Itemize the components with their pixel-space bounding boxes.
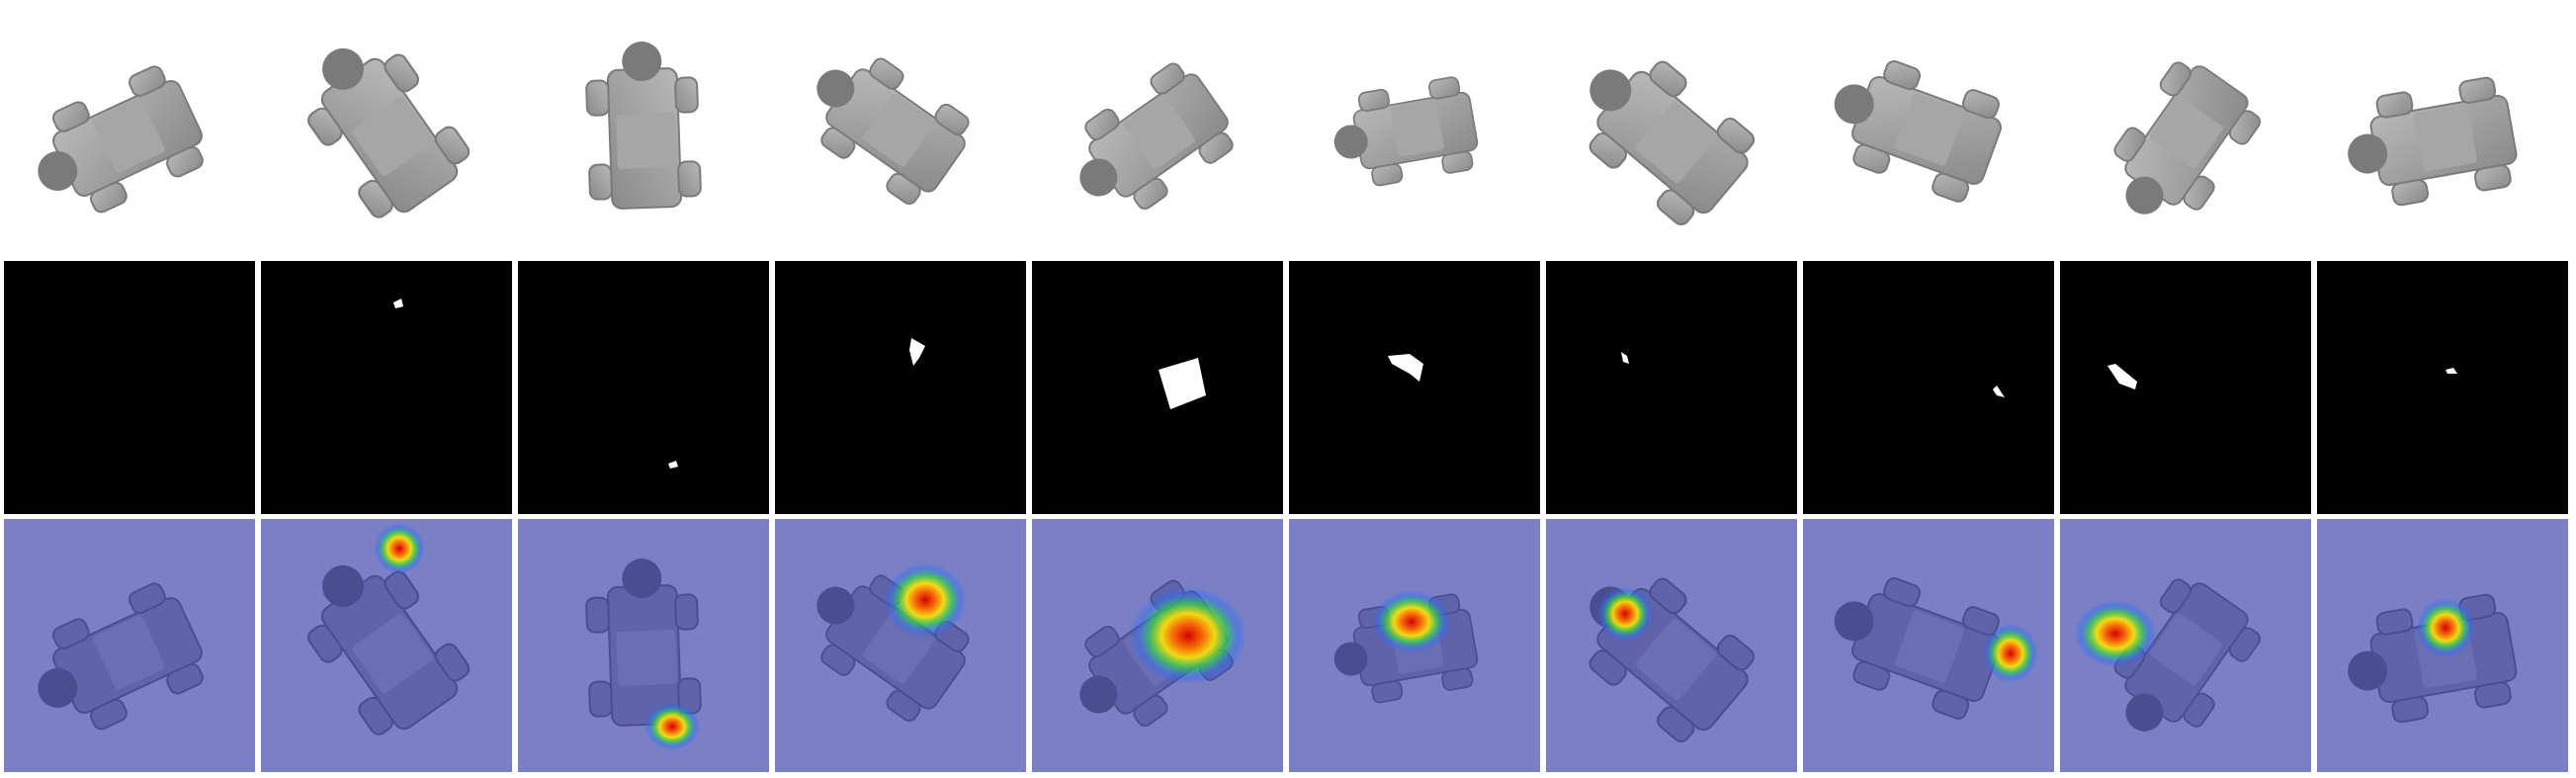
heat-hotspot bbox=[644, 703, 700, 750]
mask-region bbox=[668, 461, 678, 469]
render-cell-8 bbox=[1803, 2, 2054, 255]
mask-cell-3 bbox=[518, 261, 769, 514]
mask-cell-10 bbox=[2317, 261, 2568, 514]
heatmap-cell-1 bbox=[4, 519, 255, 772]
heat-hotspot bbox=[374, 523, 425, 574]
heat-hotspot bbox=[1983, 624, 2038, 683]
heatmap-cell-3 bbox=[518, 519, 769, 772]
heat-hotspot bbox=[1372, 590, 1451, 653]
render-cell-7 bbox=[1546, 2, 1797, 255]
heatmap-cell-2 bbox=[261, 519, 512, 772]
mask-cell-4 bbox=[775, 261, 1026, 514]
heat-hotspot bbox=[1597, 586, 1653, 642]
mask-cell-2 bbox=[261, 261, 512, 514]
mask-region bbox=[1159, 358, 1206, 409]
heat-hotspot bbox=[1129, 586, 1247, 685]
mask-cell-9 bbox=[2060, 261, 2311, 514]
render-cell-9 bbox=[2060, 2, 2311, 255]
render-cell-3 bbox=[518, 2, 769, 255]
render-cell-5 bbox=[1032, 2, 1283, 255]
mask-cell-5 bbox=[1032, 261, 1283, 514]
heat-hotspot bbox=[884, 562, 967, 638]
render-cell-2 bbox=[261, 2, 512, 255]
heat-hotspot bbox=[2074, 600, 2157, 667]
mask-cell-6 bbox=[1289, 261, 1540, 514]
mask-cell-7 bbox=[1546, 261, 1797, 514]
render-cell-6 bbox=[1289, 2, 1540, 255]
mask-region bbox=[1621, 352, 1629, 364]
mask-region bbox=[2107, 364, 2137, 389]
mask-cell-8 bbox=[1803, 261, 2054, 514]
mask-region bbox=[393, 299, 403, 308]
mask-region bbox=[1993, 386, 2005, 397]
mask-region bbox=[1388, 354, 1423, 382]
heatmap-cell-4 bbox=[775, 519, 1026, 772]
render-cell-10 bbox=[2317, 2, 2568, 255]
render-cell-1 bbox=[4, 2, 255, 255]
heatmap-cell-6 bbox=[1289, 519, 1540, 772]
heat-hotspot bbox=[2416, 598, 2475, 657]
heatmap-cell-8 bbox=[1803, 519, 2054, 772]
mask-region bbox=[909, 338, 925, 366]
heatmap-cell-9 bbox=[2060, 519, 2311, 772]
heatmap-cell-5 bbox=[1032, 519, 1283, 772]
heatmap-cell-7 bbox=[1546, 519, 1797, 772]
mask-cell-1 bbox=[4, 261, 255, 514]
heatmap-cell-10 bbox=[2317, 519, 2568, 772]
mask-region bbox=[2446, 368, 2457, 374]
render-cell-4 bbox=[775, 2, 1026, 255]
